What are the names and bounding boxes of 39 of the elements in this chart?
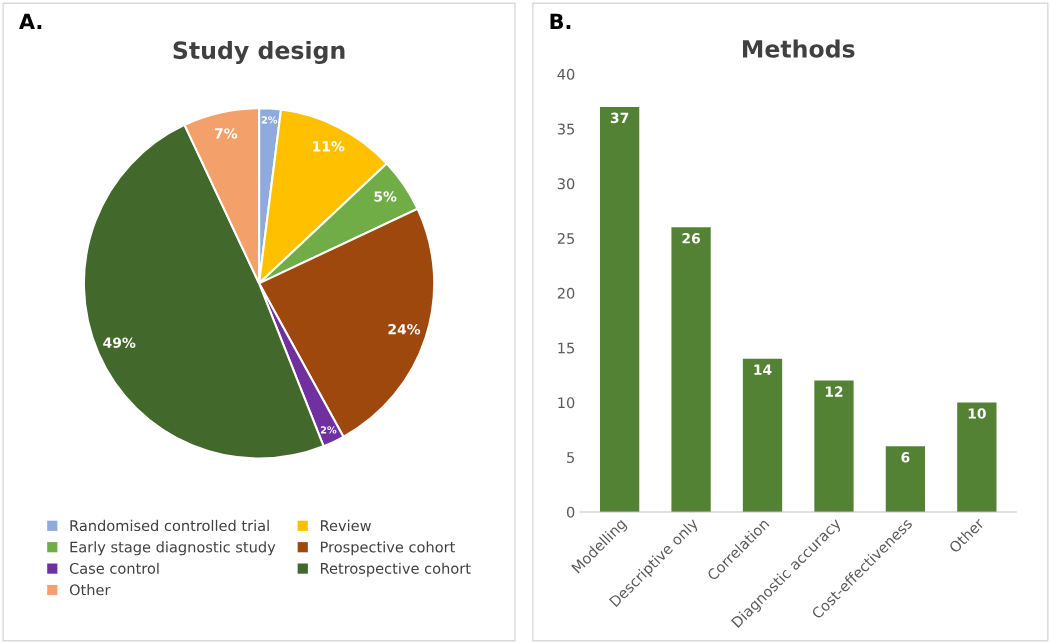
bar	[885, 446, 926, 512]
y-tick-label: 30	[557, 178, 575, 190]
bar	[957, 402, 997, 512]
bar	[671, 227, 711, 512]
text: B.	[550, 13, 571, 29]
legend-label: Review	[320, 519, 371, 532]
legend-label: Case control	[69, 562, 159, 574]
y-tick-label: 25	[557, 233, 575, 245]
y-tick-label: 40	[557, 68, 575, 80]
data-label: 24%	[388, 323, 421, 335]
y-tick-label: 15	[558, 342, 575, 354]
chart-title: Methods	[743, 39, 855, 58]
y-tick-label: 35	[557, 123, 575, 135]
data-label: 14	[754, 364, 772, 375]
data-label: 7%	[214, 128, 238, 139]
data-label: 2%	[320, 426, 337, 434]
legend-label: Retrospective cohort	[320, 562, 471, 577]
data-label: 5%	[374, 191, 397, 202]
legend-label: Early stage diagnostic study	[70, 541, 276, 556]
data-label: 12	[825, 386, 843, 397]
data-label: 2%	[261, 116, 278, 124]
chart-title: Study design	[173, 40, 345, 64]
legend-label: Randomised controlled trial	[70, 519, 269, 532]
data-label: 10	[968, 408, 986, 419]
y-tick-label: 0	[566, 506, 575, 518]
data-label: 37	[610, 112, 629, 124]
bar	[814, 380, 854, 512]
bar	[599, 106, 640, 512]
bar	[742, 358, 783, 512]
y-tick-label: 10	[558, 397, 575, 409]
text: A.	[19, 13, 42, 29]
data-label: 6	[901, 452, 910, 463]
data-label: 11%	[313, 141, 345, 152]
legend-label: Other	[69, 584, 111, 596]
y-tick-label: 5	[567, 452, 575, 463]
legend-label: Prospective cohort	[320, 541, 455, 556]
y-tick-label: 20	[557, 287, 575, 299]
data-label: 49%	[103, 337, 136, 348]
data-label: 26	[682, 233, 700, 244]
